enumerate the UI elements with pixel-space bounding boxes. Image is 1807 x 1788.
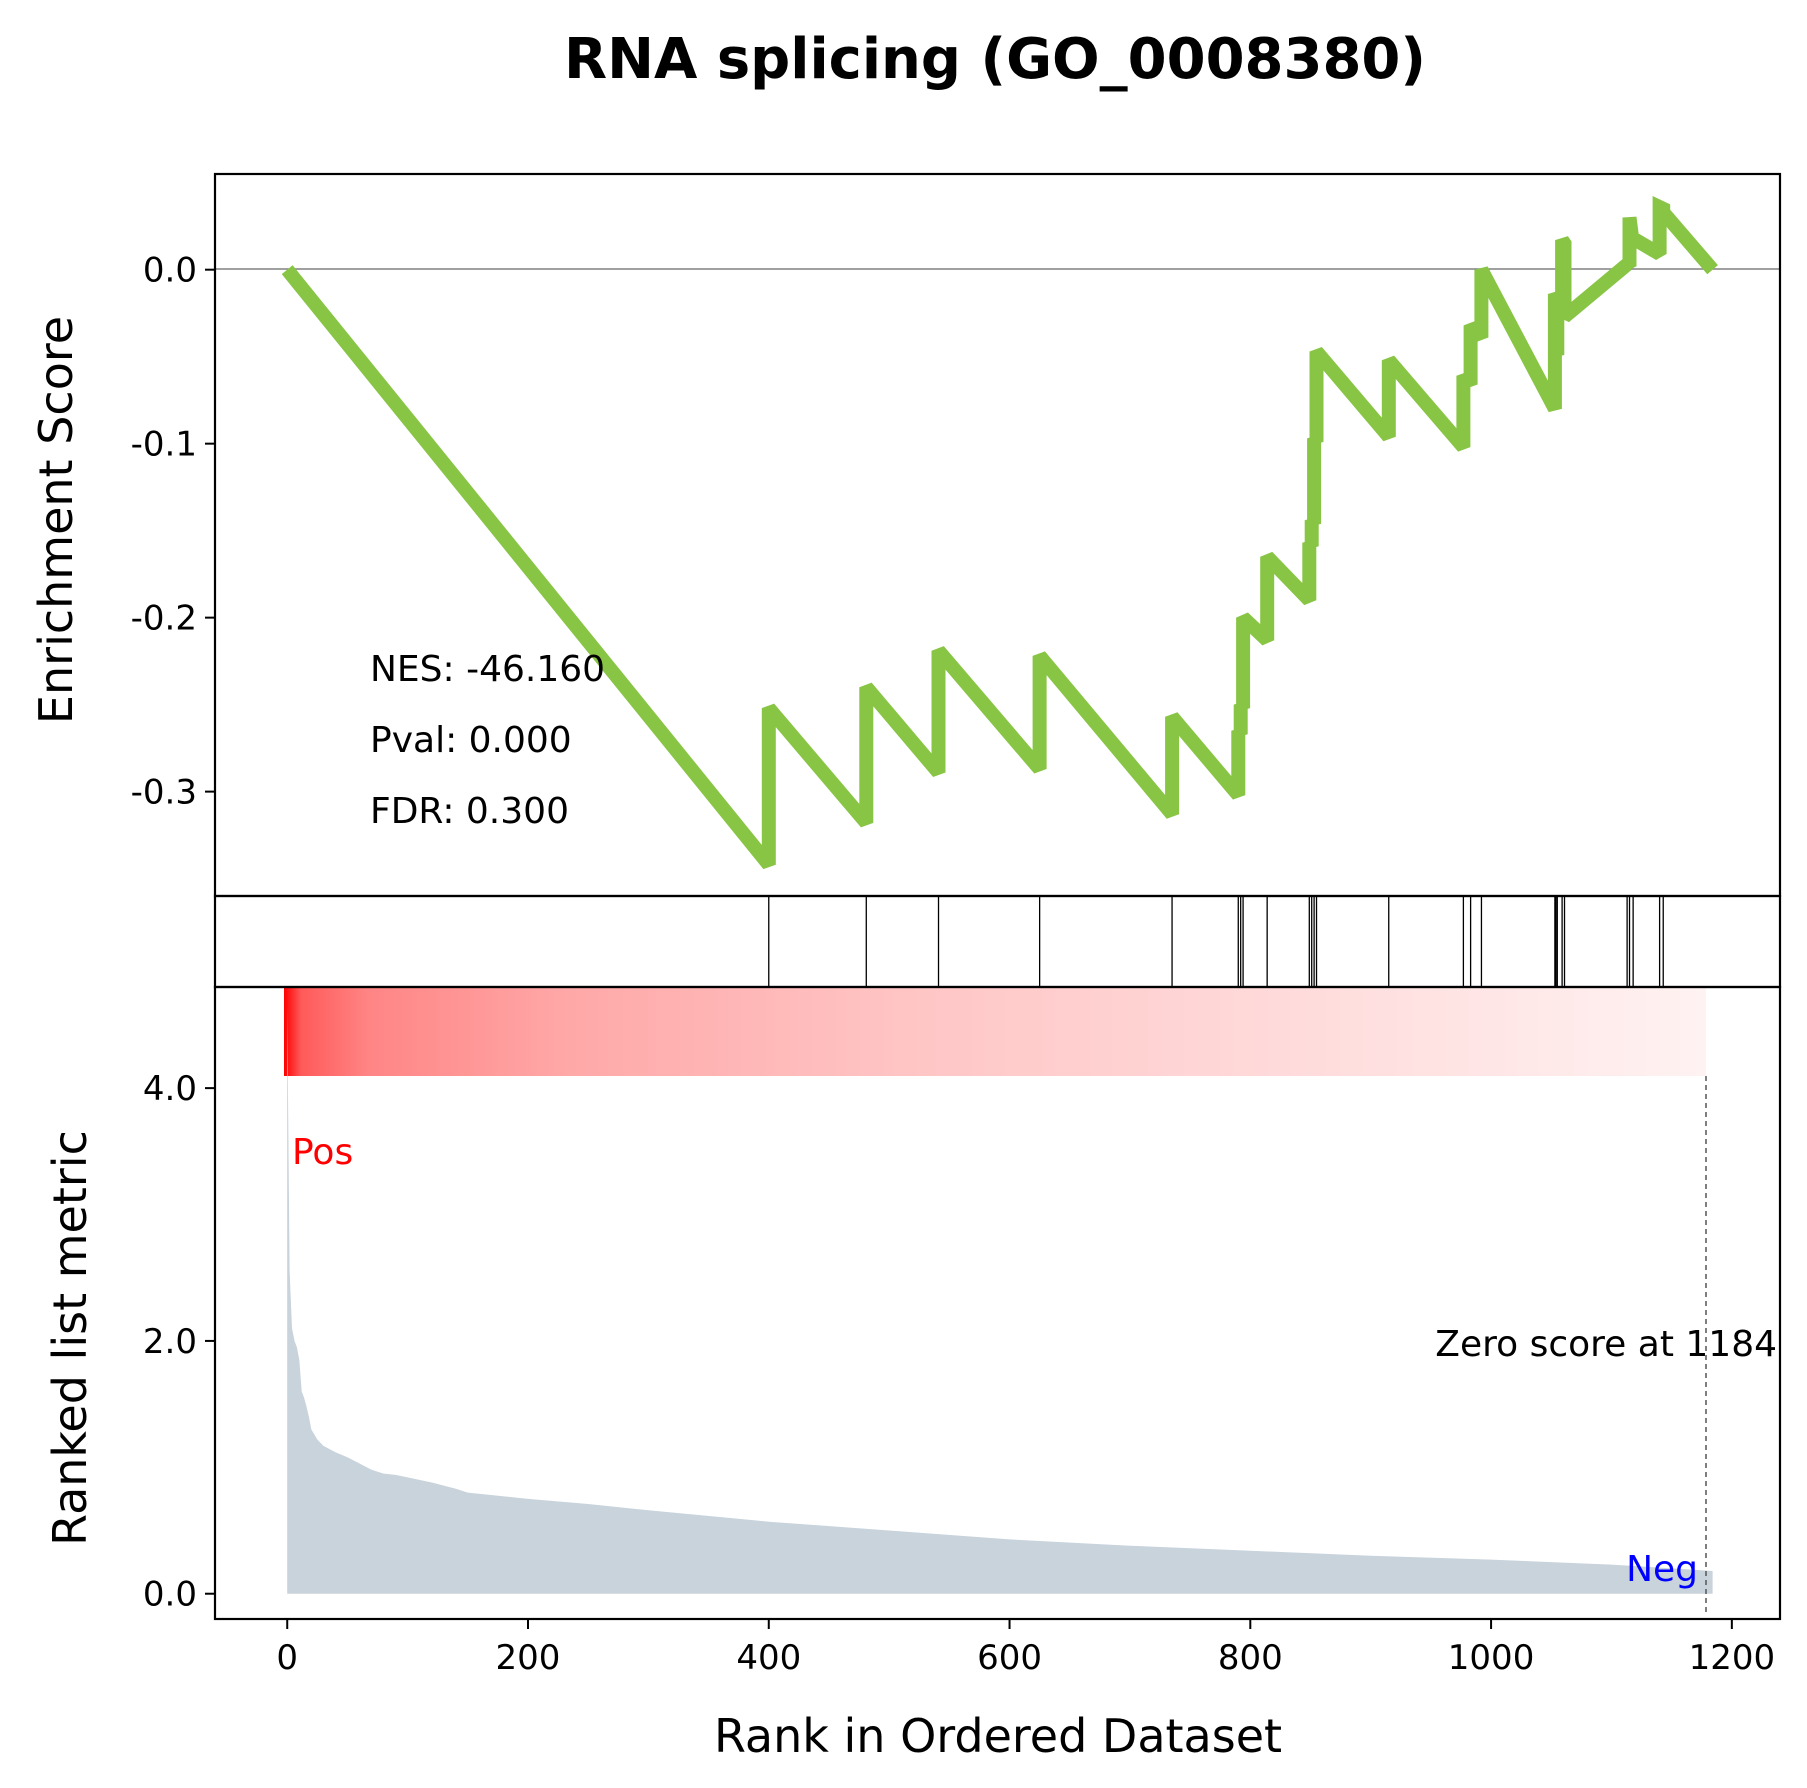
rm-y-tick-label: 2.0 [143, 1322, 197, 1362]
ranked-panel-frame [213, 985, 1782, 1621]
rm-y-axis-ticks: 0.0 2.0 4.0 [143, 1069, 215, 1615]
x-tick-label: 1000 [1448, 1638, 1535, 1678]
es-y-tick-label: -0.1 [131, 425, 197, 465]
x-tick-label: 800 [1218, 1638, 1283, 1678]
es-y-tick-label: 0.0 [143, 251, 197, 291]
hits-panel-frame [213, 894, 1782, 989]
x-axis-label: Rank in Ordered Dataset [714, 1709, 1282, 1763]
es-y-axis-label: Enrichment Score [29, 316, 83, 724]
es-panel-frame [213, 172, 1782, 898]
x-tick-label: 600 [977, 1638, 1042, 1678]
x-tick-label: 1200 [1689, 1638, 1776, 1678]
neg-label: Neg [1626, 1549, 1698, 1590]
pos-label: Pos [292, 1132, 353, 1173]
chart-title: RNA splicing (GO_0008380) [564, 27, 1426, 92]
x-tick-label: 400 [736, 1638, 801, 1678]
enrichment-score-line [281, 196, 1718, 870]
pval-stat: Pval: 0.000 [370, 720, 572, 761]
nes-stat: NES: -46.160 [370, 649, 605, 690]
fdr-stat: FDR: 0.300 [370, 791, 569, 832]
es-y-axis-ticks: 0.0 -0.1 -0.2 -0.3 [131, 251, 215, 813]
ranked-metric-panel: Pos Neg Zero score at 1184 0.0 2.0 4.0 Ran… [43, 1006, 1777, 1615]
enrichment-score-panel: 0.0 -0.1 -0.2 -0.3 NES: -46.160 Pval: 0.000… [29, 196, 1780, 870]
x-tick-label: 0 [276, 1638, 298, 1678]
zero-score-label: Zero score at 1184 [1435, 1324, 1777, 1365]
es-y-tick-label: -0.3 [131, 773, 197, 813]
rm-y-tick-label: 4.0 [143, 1069, 197, 1109]
rank-heatmap-bar [284, 988, 1706, 1076]
x-tick-label: 200 [496, 1638, 561, 1678]
x-axis-ticks: 0 200 400 600 800 1000 1200 [276, 1619, 1775, 1678]
rm-y-axis-label: Ranked list metric [43, 1130, 97, 1546]
es-y-tick-label: -0.2 [131, 599, 197, 639]
ranked-metric-area [287, 1006, 1713, 1594]
gene-hits-panel [768, 896, 1664, 987]
rm-y-tick-label: 0.0 [143, 1575, 197, 1615]
